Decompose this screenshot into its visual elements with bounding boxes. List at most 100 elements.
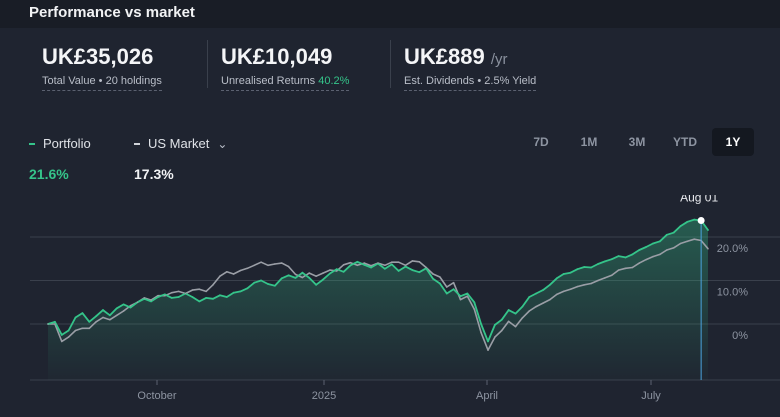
- portfolio-point: [102, 309, 104, 311]
- portfolio-point: [397, 270, 400, 272]
- portfolio-point: [170, 297, 173, 299]
- market-point: [418, 260, 421, 263]
- portfolio-point: [418, 271, 421, 274]
- market-point: [521, 317, 524, 319]
- stat-label[interactable]: Est. Dividends • 2.5% Yield: [404, 75, 537, 91]
- x-tick-label: July: [641, 390, 661, 402]
- portfolio-point: [535, 292, 538, 295]
- stat-value: UK£35,026: [42, 44, 154, 69]
- portfolio-point: [528, 296, 531, 298]
- market-point: [129, 304, 132, 307]
- period-7d[interactable]: 7D: [533, 135, 549, 149]
- market-point: [707, 247, 709, 250]
- market-point: [356, 264, 359, 267]
- portfolio-point: [576, 268, 579, 271]
- market-point: [294, 273, 297, 276]
- market-point: [686, 240, 689, 243]
- period-ytd[interactable]: YTD: [673, 135, 697, 149]
- portfolio-point: [686, 220, 689, 223]
- portfolio-point: [280, 277, 283, 280]
- market-point: [315, 275, 317, 277]
- portfolio-point: [81, 312, 84, 315]
- portfolio-point: [548, 283, 551, 286]
- portfolio-point: [246, 287, 249, 290]
- portfolio-point: [480, 323, 483, 325]
- portfolio-point: [315, 283, 318, 286]
- portfolio-point: [212, 297, 214, 300]
- market-point: [225, 271, 228, 273]
- market-point: [384, 264, 386, 267]
- market-point: [370, 264, 372, 267]
- portfolio-point: [500, 318, 503, 321]
- portfolio-point: [198, 300, 201, 303]
- market-point: [74, 329, 77, 332]
- portfolio-point: [658, 240, 661, 243]
- portfolio-point: [95, 315, 98, 318]
- market-point: [590, 282, 592, 285]
- legend-portfolio[interactable]: Portfolio: [29, 136, 91, 151]
- market-point: [81, 327, 84, 330]
- stat-suffix: /yr: [490, 51, 508, 68]
- market-point: [562, 290, 565, 293]
- market-point: [301, 276, 304, 279]
- page-title: Performance vs market: [29, 4, 195, 21]
- market-point: [60, 340, 63, 343]
- chevron-down-icon: ⌄: [217, 137, 228, 151]
- market-point: [363, 262, 366, 264]
- market-point: [260, 261, 262, 264]
- market-point: [109, 318, 111, 321]
- market-point: [274, 263, 276, 265]
- market-point: [693, 238, 696, 240]
- portfolio-point: [693, 218, 696, 221]
- legend-swatch: [29, 142, 35, 145]
- performance-chart[interactable]: 0% 10.0% 20.0% October 2025 April July Aug 01: [0, 195, 780, 417]
- period-3m[interactable]: 3M: [628, 135, 646, 149]
- portfolio-point: [390, 263, 393, 266]
- period-1m[interactable]: 1M: [580, 135, 598, 149]
- stat-total-value: UK£35,026 Total Value • 20 holdings: [42, 44, 162, 91]
- period-1y[interactable]: 1Y: [712, 128, 754, 156]
- portfolio-point: [473, 301, 476, 304]
- portfolio-point: [301, 271, 304, 274]
- market-point: [645, 258, 647, 261]
- portfolio-point: [597, 263, 599, 265]
- portfolio-point: [349, 264, 352, 267]
- portfolio-point: [67, 329, 70, 332]
- legend-swatch: [134, 142, 140, 145]
- stat-value: UK£889 /yr: [404, 44, 508, 69]
- market-point: [445, 286, 448, 288]
- portfolio-point: [438, 282, 441, 285]
- market-point: [232, 273, 235, 275]
- portfolio-point: [555, 277, 558, 280]
- stat-value: UK£10,049: [221, 44, 333, 69]
- legend-market-dropdown[interactable]: US Market ⌄: [134, 136, 227, 151]
- market-point: [377, 262, 379, 264]
- portfolio-point: [108, 314, 111, 317]
- market-point: [308, 272, 311, 274]
- y-tick-label: 0%: [732, 330, 748, 342]
- portfolio-point: [652, 242, 654, 245]
- stat-divider: [207, 40, 208, 88]
- market-point: [452, 281, 455, 284]
- portfolio-point: [590, 266, 593, 269]
- portfolio-point: [638, 249, 641, 251]
- market-point: [610, 274, 613, 277]
- cursor-label: Aug 01: [680, 195, 718, 204]
- stat-label[interactable]: Unrealised Returns 40.2%: [221, 75, 350, 91]
- x-tick-label: 2025: [312, 390, 336, 402]
- stat-label[interactable]: Total Value • 20 holdings: [42, 75, 162, 91]
- portfolio-point: [177, 296, 180, 298]
- market-point: [439, 276, 441, 278]
- market-point: [157, 294, 159, 297]
- portfolio-point: [645, 246, 648, 248]
- market-point: [122, 310, 125, 312]
- portfolio-point: [267, 283, 269, 285]
- portfolio-point: [672, 231, 675, 234]
- portfolio-point: [157, 296, 159, 298]
- market-point: [514, 325, 517, 328]
- market-point: [349, 261, 352, 264]
- market-point: [535, 305, 537, 308]
- portfolio-point: [569, 271, 572, 274]
- market-point: [177, 290, 180, 293]
- portfolio-point: [60, 333, 63, 336]
